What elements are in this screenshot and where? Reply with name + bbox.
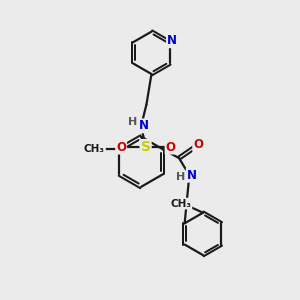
Text: O: O — [166, 141, 176, 154]
Text: O: O — [116, 141, 126, 154]
Text: N: N — [167, 34, 177, 47]
Text: H: H — [176, 172, 186, 182]
Text: CH₃: CH₃ — [84, 144, 105, 154]
Text: N: N — [187, 169, 197, 182]
Text: CH₃: CH₃ — [170, 199, 191, 208]
Text: H: H — [128, 117, 137, 127]
Text: N: N — [139, 119, 149, 132]
Text: O: O — [193, 138, 203, 151]
Text: S: S — [141, 140, 151, 154]
